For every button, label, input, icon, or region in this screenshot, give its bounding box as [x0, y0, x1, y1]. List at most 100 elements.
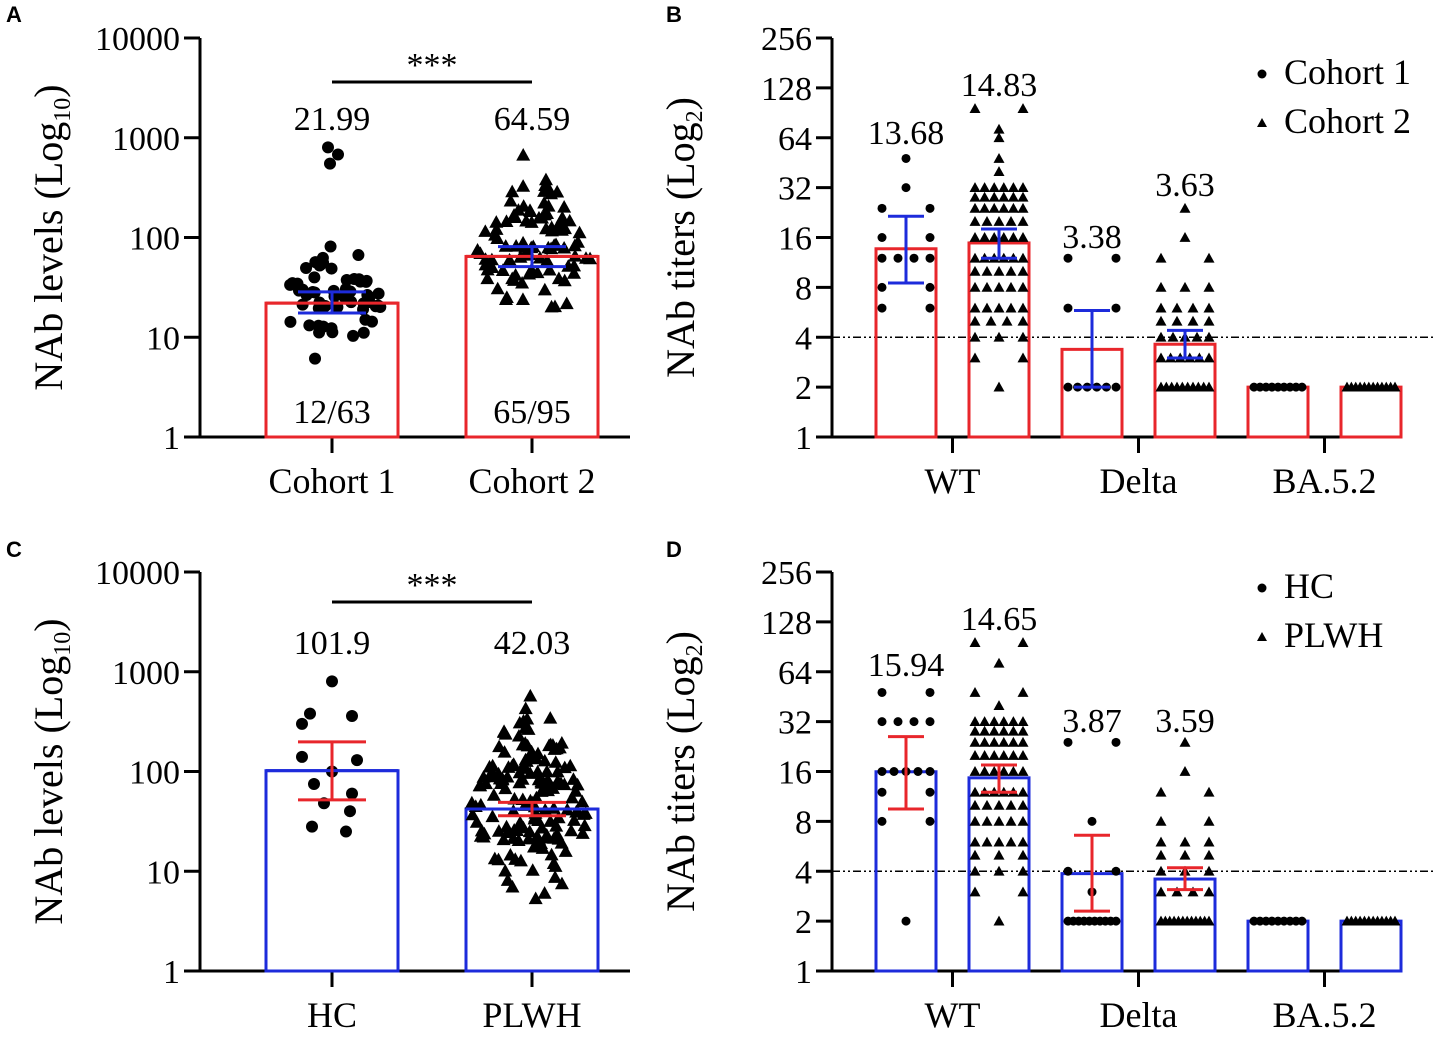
data-point — [969, 302, 981, 313]
data-point — [979, 749, 991, 760]
data-point — [484, 252, 499, 266]
data-point — [572, 225, 587, 239]
data-point — [901, 183, 911, 193]
data-point — [296, 750, 308, 763]
data-point — [1017, 815, 1029, 826]
mean-label: 101.9 — [294, 625, 371, 662]
data-point — [300, 261, 313, 274]
y-tick-label: 4 — [795, 854, 812, 891]
data-point — [546, 856, 561, 869]
data-point — [1017, 352, 1029, 363]
data-point — [925, 233, 935, 242]
data-point — [1017, 766, 1029, 776]
data-point — [537, 282, 552, 296]
data-point — [1297, 916, 1307, 926]
y-tick-label: 1 — [795, 420, 812, 457]
y-axis-label: NAb titers (Log2) — [658, 97, 708, 378]
data-point — [988, 736, 1000, 747]
data-point — [979, 716, 991, 727]
y-axis-label: NAb titers (Log2) — [658, 631, 708, 912]
data-point — [523, 688, 538, 702]
data-point — [520, 711, 535, 725]
x-tick-label: Cohort 1 — [268, 461, 395, 501]
data-point — [1155, 281, 1167, 292]
data-point — [969, 886, 981, 897]
y-tick-label: 4 — [795, 320, 812, 357]
data-point — [1257, 118, 1267, 127]
data-point — [516, 179, 531, 192]
panel-letter: D — [666, 537, 682, 562]
data-point — [575, 794, 590, 808]
data-point — [284, 315, 297, 328]
y-label-subscript: 2 — [682, 110, 708, 122]
data-point — [969, 215, 981, 226]
data-point — [529, 829, 544, 843]
data-point — [540, 253, 555, 267]
data-point — [1017, 836, 1029, 847]
panel-B: B 1 2 4 8 16 32 64 128 256 WT Delta BA.5.2 NAb titers… — [658, 2, 1436, 501]
data-point — [877, 687, 887, 697]
mean-label: 3.63 — [1155, 167, 1215, 204]
data-point — [525, 863, 540, 876]
legend-label: HC — [1284, 566, 1334, 606]
data-point — [1017, 202, 1029, 213]
data-point — [993, 302, 1005, 313]
data-point — [502, 252, 517, 266]
data-point — [988, 716, 1000, 727]
data-point — [993, 123, 1005, 134]
data-point — [1203, 836, 1215, 847]
data-point — [550, 764, 565, 778]
data-point — [998, 716, 1010, 727]
data-point — [1007, 232, 1019, 242]
data-point — [487, 851, 502, 865]
data-point — [1017, 686, 1029, 697]
data-point — [1203, 915, 1215, 926]
y-tick-label: 100 — [129, 221, 180, 258]
data-point — [303, 319, 316, 332]
x-tick-label: Cohort 2 — [468, 461, 595, 501]
data-point — [993, 815, 1005, 826]
data-point — [1017, 232, 1029, 242]
data-point — [1203, 786, 1215, 797]
data-point — [1179, 849, 1191, 860]
mean-label: 3.38 — [1062, 219, 1122, 256]
y-tick-label: 10 — [146, 854, 180, 891]
data-point — [499, 290, 514, 303]
data-point — [521, 722, 536, 735]
significance-label: *** — [407, 47, 458, 84]
data-point — [993, 152, 1005, 163]
data-point — [1179, 232, 1191, 242]
data-point — [969, 352, 981, 363]
data-point — [507, 822, 522, 836]
data-point — [469, 815, 484, 828]
y-label-close: ) — [26, 84, 71, 97]
data-point — [993, 700, 1005, 710]
data-point — [998, 182, 1010, 193]
data-point — [546, 801, 561, 814]
data-point — [531, 813, 546, 827]
y-tick-label: 16 — [778, 755, 812, 792]
data-point — [1017, 799, 1029, 810]
y-tick-label: 100 — [129, 755, 180, 792]
data-point — [969, 281, 981, 292]
y-tick-label: 10000 — [95, 555, 180, 592]
y-tick-label: 10 — [146, 320, 180, 357]
bar — [1339, 385, 1403, 439]
data-point — [1007, 749, 1019, 760]
data-point — [491, 824, 506, 837]
data-point — [1063, 303, 1073, 313]
data-point — [1203, 886, 1215, 897]
data-point — [526, 839, 541, 853]
data-point — [988, 766, 1000, 776]
data-point — [969, 815, 981, 826]
mean-label: 13.68 — [868, 115, 945, 152]
data-point — [528, 891, 543, 905]
data-point — [352, 249, 365, 262]
data-point — [1017, 103, 1029, 113]
data-point — [489, 215, 504, 228]
bar — [1339, 919, 1403, 973]
data-point — [543, 711, 558, 724]
data-point — [550, 219, 565, 233]
data-point — [347, 329, 360, 342]
x-tick-label: BA.5.2 — [1272, 995, 1376, 1035]
